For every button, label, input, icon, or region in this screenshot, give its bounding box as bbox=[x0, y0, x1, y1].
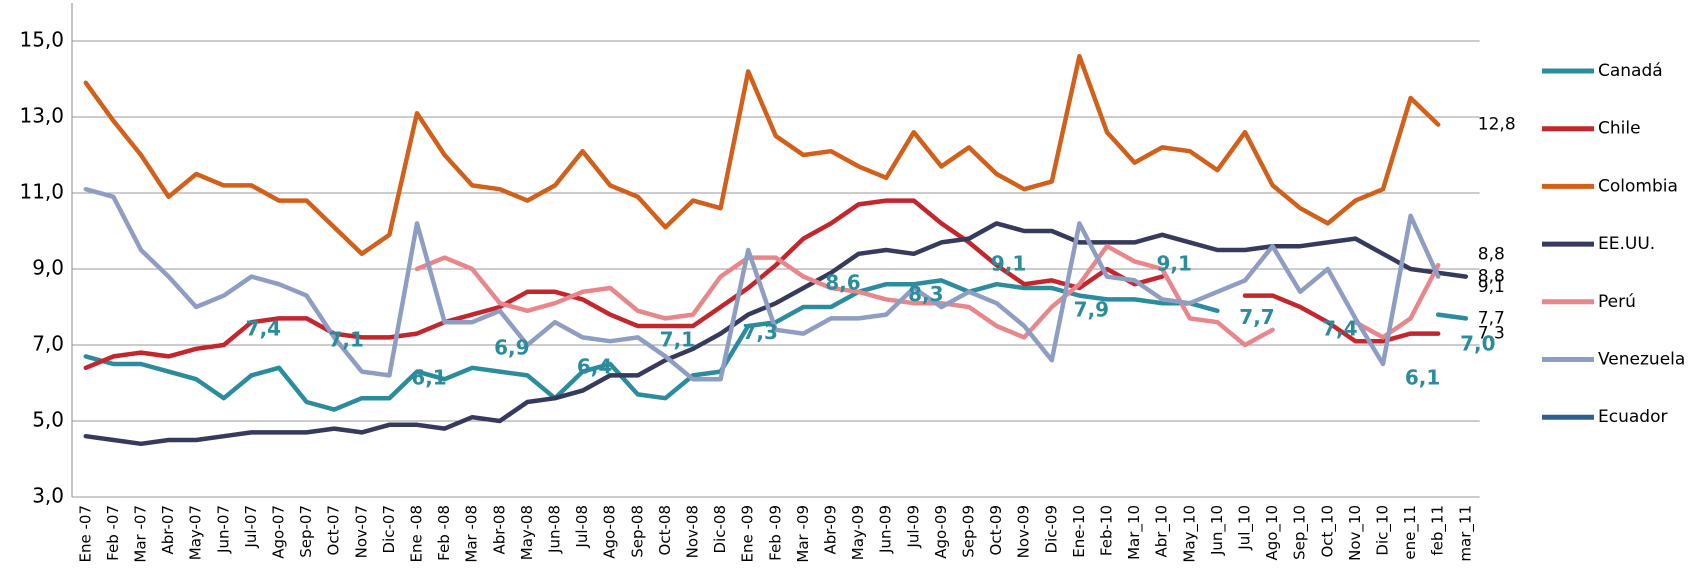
x-tick-label: Abr-08 bbox=[490, 505, 508, 555]
x-tick-label: Abr_10 bbox=[1153, 505, 1172, 558]
value-label: 6,4 bbox=[577, 354, 612, 378]
x-tick-label: Ene -09 bbox=[739, 505, 757, 562]
x-tick-label: Oct_10 bbox=[1318, 505, 1337, 558]
y-tick-label: 5,0 bbox=[32, 408, 64, 432]
legend-label: Chile bbox=[1598, 119, 1641, 139]
value-label: 8,6 bbox=[825, 271, 860, 295]
legend-label: Canadá bbox=[1598, 61, 1663, 81]
value-label: 7,9 bbox=[1074, 297, 1109, 321]
y-tick-label: 13,0 bbox=[19, 104, 64, 128]
x-tick-label: Ene-10 bbox=[1070, 505, 1088, 558]
x-tick-label: Sep-08 bbox=[628, 505, 646, 558]
value-label: 9,1 bbox=[991, 252, 1026, 276]
y-tick-label: 3,0 bbox=[32, 484, 64, 508]
x-tick-label: Jul-07 bbox=[242, 505, 260, 549]
x-tick-label: May-08 bbox=[518, 505, 536, 560]
x-tick-label: Mar_10 bbox=[1125, 505, 1144, 560]
value-label: 7,7 bbox=[1478, 308, 1505, 328]
value-label: 6,1 bbox=[1405, 366, 1440, 390]
legend-label: Venezuela bbox=[1598, 350, 1685, 370]
x-tick-label: Jul-08 bbox=[573, 505, 591, 549]
x-tick-label: Sep_10 bbox=[1291, 505, 1310, 560]
x-tick-label: Dic-08 bbox=[711, 505, 729, 553]
value-label: 6,9 bbox=[494, 335, 529, 359]
x-tick-label: Oct-08 bbox=[656, 505, 674, 555]
x-tick-label: May_10 bbox=[1180, 505, 1199, 563]
x-tick-label: Abr-07 bbox=[159, 505, 177, 555]
x-tick-label: Feb -09 bbox=[766, 505, 784, 561]
y-tick-label: 11,0 bbox=[19, 180, 64, 204]
x-tick-label: Ago-07 bbox=[270, 505, 288, 559]
series-line bbox=[83, 186, 1441, 382]
value-label: 7,1 bbox=[328, 328, 363, 352]
x-tick-label: Ene -07 bbox=[76, 505, 94, 562]
x-tick-label: Dic-07 bbox=[380, 505, 398, 553]
series-line bbox=[83, 278, 1469, 412]
value-label: 7,4 bbox=[246, 316, 281, 340]
value-label: 9,1 bbox=[1156, 252, 1191, 276]
legend-label: EE.UU. bbox=[1598, 234, 1655, 254]
x-tick-label: Dic_10 bbox=[1374, 505, 1393, 556]
value-label: 8,8 bbox=[1478, 245, 1505, 265]
x-tick-label: Feb-10 bbox=[1098, 505, 1116, 556]
value-label: 7,0 bbox=[1460, 332, 1495, 356]
legend-label: Perú bbox=[1598, 292, 1636, 312]
value-label: 7,1 bbox=[660, 328, 695, 352]
x-tick-label: feb_11 bbox=[1429, 505, 1448, 556]
x-tick-label: May-09 bbox=[849, 505, 867, 560]
y-tick-label: 15,0 bbox=[19, 28, 64, 52]
x-tick-label: Nov-08 bbox=[684, 505, 702, 558]
x-tick-label: May-07 bbox=[187, 505, 205, 560]
x-tick-label: Jul_10 bbox=[1236, 505, 1255, 551]
value-label: 7,7 bbox=[1239, 305, 1274, 329]
x-tick-label: ene_11 bbox=[1401, 505, 1420, 560]
x-tick-label: Ago-09 bbox=[932, 505, 950, 559]
x-tick-label: Abr-09 bbox=[822, 505, 840, 555]
series-line bbox=[83, 221, 1469, 447]
x-tick-label: Mar -09 bbox=[794, 505, 812, 563]
y-tick-label: 7,0 bbox=[32, 332, 64, 356]
x-tick-label: Nov_10 bbox=[1346, 505, 1365, 561]
x-tick-label: Jun-09 bbox=[877, 505, 895, 554]
x-tick-label: Feb -07 bbox=[104, 505, 122, 561]
series-line bbox=[414, 243, 1441, 348]
x-tick-label: mar_11 bbox=[1456, 505, 1475, 562]
x-tick-label: Jun-08 bbox=[546, 505, 564, 554]
x-tick-label: Nov-07 bbox=[352, 505, 370, 558]
x-tick-label: Ago_10 bbox=[1263, 505, 1282, 561]
value-label: 7,3 bbox=[1478, 324, 1505, 344]
x-tick-label: Jul-09 bbox=[904, 505, 922, 549]
x-tick-label: Sep-07 bbox=[297, 505, 315, 558]
legend-label: Ecuador bbox=[1598, 407, 1667, 427]
x-tick-label: Sep-09 bbox=[960, 505, 978, 558]
x-tick-label: Jun_10 bbox=[1208, 505, 1227, 556]
value-label: 8,3 bbox=[908, 282, 943, 306]
x-tick-label: Ago-08 bbox=[601, 505, 619, 559]
x-tick-label: Oct-07 bbox=[325, 505, 343, 555]
value-label: 7,4 bbox=[1322, 316, 1357, 340]
x-tick-label: Mar -07 bbox=[132, 505, 150, 563]
value-label: 9,1 bbox=[1478, 277, 1505, 297]
x-tick-label: Dic-09 bbox=[1042, 505, 1060, 553]
value-label: 8,8 bbox=[1478, 267, 1505, 287]
x-tick-label: Feb -08 bbox=[435, 505, 453, 561]
value-label: 6,1 bbox=[411, 366, 446, 390]
x-tick-label: Jun-07 bbox=[214, 505, 232, 554]
x-tick-label: Oct-09 bbox=[987, 505, 1005, 555]
x-tick-label: Mar -08 bbox=[463, 505, 481, 563]
x-tick-label: Nov-09 bbox=[1015, 505, 1033, 558]
x-tick-label: Ene -08 bbox=[408, 505, 426, 562]
value-label: 12,8 bbox=[1478, 115, 1516, 135]
y-tick-label: 9,0 bbox=[32, 256, 64, 280]
value-label: 7,3 bbox=[742, 320, 777, 344]
series-line bbox=[83, 53, 1441, 257]
legend-label: Colombia bbox=[1598, 176, 1678, 196]
series-line bbox=[83, 198, 1441, 371]
